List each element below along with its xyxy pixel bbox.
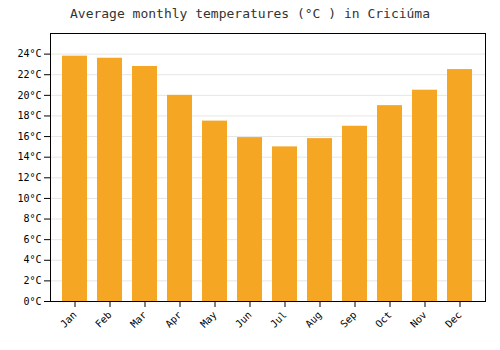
svg-text:20°C: 20°C (17, 90, 41, 101)
svg-text:Jun: Jun (233, 309, 254, 330)
svg-text:8°C: 8°C (23, 213, 41, 224)
svg-text:May: May (198, 309, 219, 330)
svg-text:Nov: Nov (408, 309, 429, 330)
svg-text:14°C: 14°C (17, 151, 41, 162)
svg-text:Jul: Jul (268, 309, 289, 330)
svg-text:Feb: Feb (93, 309, 114, 330)
svg-text:6°C: 6°C (23, 234, 41, 245)
svg-text:12°C: 12°C (17, 172, 41, 183)
svg-text:16°C: 16°C (17, 131, 41, 142)
svg-text:Dec: Dec (443, 309, 464, 330)
svg-text:Apr: Apr (163, 309, 184, 330)
svg-text:Aug: Aug (303, 309, 324, 330)
html-text:Average monthly temperatures (: Average monthly temperatures (°C ) in Cr… (70, 6, 430, 21)
svg-text:Sep: Sep (338, 309, 359, 330)
svg-text:18°C: 18°C (17, 110, 41, 121)
svg-text:0°C: 0°C (23, 296, 41, 307)
svg-text:Mar: Mar (128, 309, 149, 330)
svg-text:24°C: 24°C (17, 48, 41, 59)
svg-text:Oct: Oct (373, 309, 394, 330)
svg-text:Jan: Jan (58, 309, 79, 330)
svg-text:2°C: 2°C (23, 275, 41, 286)
svg-text:4°C: 4°C (23, 254, 41, 265)
svg-text:10°C: 10°C (17, 193, 41, 204)
svg-text:22°C: 22°C (17, 69, 41, 80)
